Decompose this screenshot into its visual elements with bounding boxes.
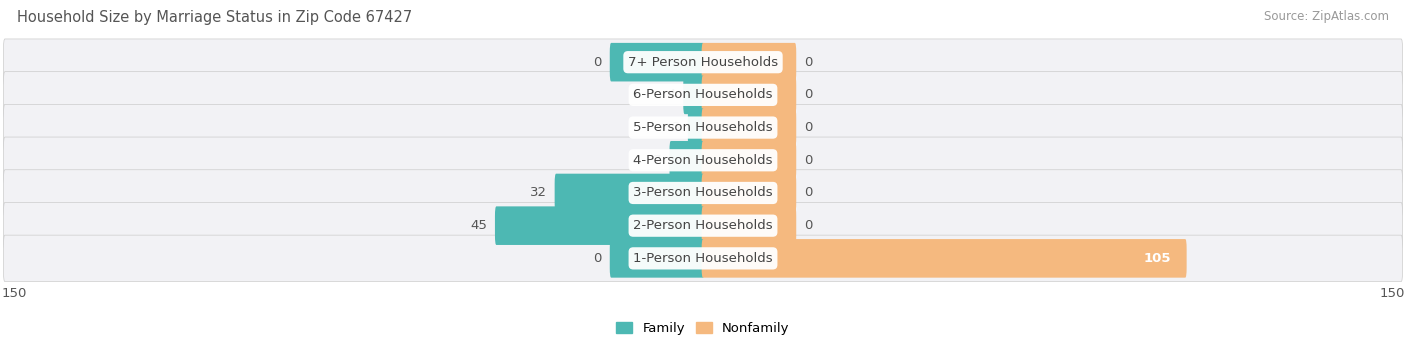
Text: 45: 45 bbox=[470, 219, 486, 232]
FancyBboxPatch shape bbox=[702, 141, 796, 180]
FancyBboxPatch shape bbox=[554, 174, 704, 212]
FancyBboxPatch shape bbox=[3, 235, 1403, 282]
Text: 7+ Person Households: 7+ Person Households bbox=[628, 56, 778, 69]
FancyBboxPatch shape bbox=[3, 39, 1403, 85]
Text: 0: 0 bbox=[804, 56, 813, 69]
Text: 0: 0 bbox=[593, 252, 602, 265]
Text: 3: 3 bbox=[672, 121, 681, 134]
FancyBboxPatch shape bbox=[702, 108, 796, 147]
Text: 2-Person Households: 2-Person Households bbox=[633, 219, 773, 232]
Text: 0: 0 bbox=[804, 187, 813, 199]
FancyBboxPatch shape bbox=[702, 206, 796, 245]
Text: 0: 0 bbox=[804, 219, 813, 232]
Text: 105: 105 bbox=[1144, 252, 1171, 265]
FancyBboxPatch shape bbox=[702, 76, 796, 114]
Text: 6-Person Households: 6-Person Households bbox=[633, 88, 773, 101]
Text: 1-Person Households: 1-Person Households bbox=[633, 252, 773, 265]
FancyBboxPatch shape bbox=[669, 141, 704, 180]
FancyBboxPatch shape bbox=[3, 203, 1403, 249]
Text: Source: ZipAtlas.com: Source: ZipAtlas.com bbox=[1264, 10, 1389, 23]
FancyBboxPatch shape bbox=[683, 76, 704, 114]
FancyBboxPatch shape bbox=[3, 170, 1403, 216]
FancyBboxPatch shape bbox=[702, 174, 796, 212]
FancyBboxPatch shape bbox=[610, 239, 704, 278]
Legend: Family, Nonfamily: Family, Nonfamily bbox=[612, 316, 794, 340]
FancyBboxPatch shape bbox=[610, 43, 704, 81]
Text: 32: 32 bbox=[530, 187, 547, 199]
FancyBboxPatch shape bbox=[3, 137, 1403, 183]
FancyBboxPatch shape bbox=[688, 108, 704, 147]
Text: 4: 4 bbox=[666, 88, 675, 101]
FancyBboxPatch shape bbox=[495, 206, 704, 245]
Text: 0: 0 bbox=[804, 88, 813, 101]
Text: 5-Person Households: 5-Person Households bbox=[633, 121, 773, 134]
Text: 4-Person Households: 4-Person Households bbox=[633, 154, 773, 167]
Text: 0: 0 bbox=[593, 56, 602, 69]
Text: 0: 0 bbox=[804, 121, 813, 134]
Text: 0: 0 bbox=[804, 154, 813, 167]
FancyBboxPatch shape bbox=[3, 72, 1403, 118]
Text: Household Size by Marriage Status in Zip Code 67427: Household Size by Marriage Status in Zip… bbox=[17, 10, 412, 25]
Text: 3-Person Households: 3-Person Households bbox=[633, 187, 773, 199]
FancyBboxPatch shape bbox=[702, 239, 1187, 278]
Text: 7: 7 bbox=[654, 154, 662, 167]
FancyBboxPatch shape bbox=[702, 43, 796, 81]
FancyBboxPatch shape bbox=[3, 104, 1403, 151]
